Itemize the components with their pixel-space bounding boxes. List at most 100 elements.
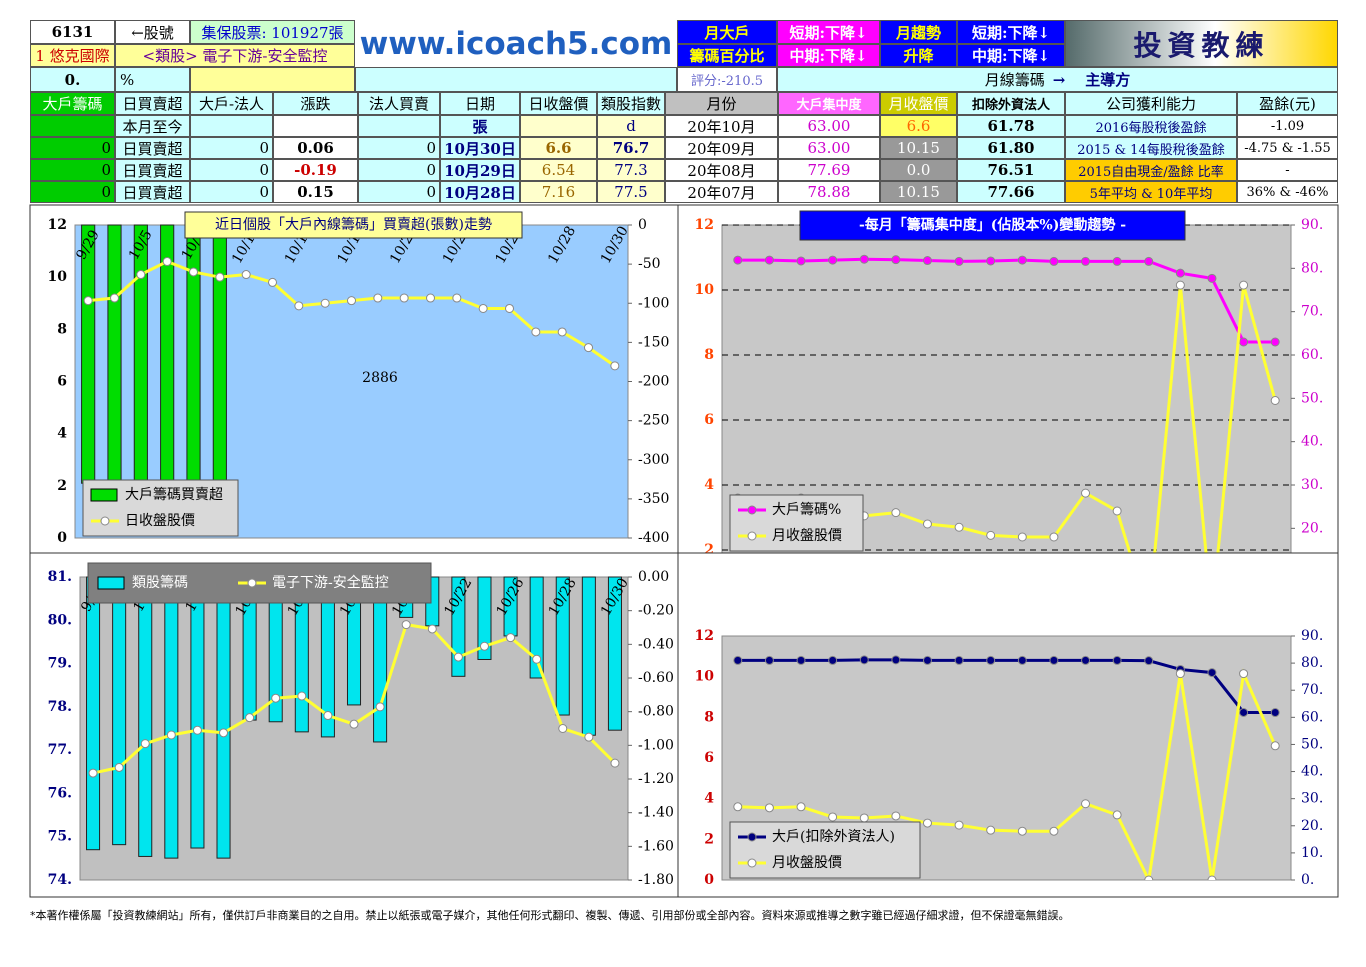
y2-tick-label: -1.00 [638,737,674,753]
y2-tick-label: -0.40 [638,636,674,652]
y2-tick-label: 80. [1301,655,1323,671]
point [828,655,838,665]
big-holder: 月大戶 [677,20,777,44]
point [891,655,901,665]
legend-swatch [747,531,757,541]
point [453,652,463,662]
point [271,693,281,703]
y-tick-label: 0 [57,530,67,546]
y2-tick-label: 90. [1301,628,1323,644]
table-cell: 78.88 [778,181,880,203]
point [1144,656,1154,666]
point [1270,708,1280,718]
legend-label: 電子下游-安全監控 [272,574,389,591]
table-cell: 0 [358,137,440,159]
y2-tick-label: -1.40 [638,805,674,821]
table-cell: 0 [190,181,273,203]
point [764,655,774,665]
y2-tick-label: -350 [638,491,669,507]
point [891,508,901,518]
y2-tick-label: 60. [1301,709,1323,725]
point [1017,655,1027,665]
y2-tick-label: 60. [1301,347,1323,363]
point [241,270,251,280]
line [737,658,1276,715]
table-cell [520,115,597,137]
bar [107,224,122,484]
point [1270,337,1280,347]
table-cell: 0 [30,137,115,159]
footer: *本著作權係屬「投資教練網站」所有，僅供訂戶非商業目的之自用。禁止以紙張或電子媒… [30,909,1070,922]
table-cell: 月份 [665,92,778,115]
table-cell: 77.66 [957,181,1065,203]
point [1239,280,1249,290]
table-cell [30,115,115,137]
point [584,732,594,742]
legend-swatch [247,578,257,588]
shares: 集保股票: 101927張 [190,20,355,44]
table-cell: 0 [358,159,440,181]
y2-tick-label: -1.20 [638,771,674,787]
y-tick-label: 79. [48,656,72,672]
bar [81,224,96,484]
point [610,361,620,371]
pct: 0. [30,67,115,92]
y2-tick-label: -100 [638,295,669,311]
point [796,802,806,812]
point [922,519,932,529]
y2-tick-label: -1.80 [638,872,674,888]
table-cell: d [597,115,665,137]
arrow: → [1052,70,1066,89]
point [986,256,996,266]
table-cell: 0 [190,137,273,159]
table-cell: 大戶集中度 [778,92,880,115]
point [297,691,307,701]
y-tick-label: 4 [57,426,67,442]
plot [733,655,1280,880]
point [110,293,119,303]
table-cell: 0 [190,159,273,181]
y2-tick-label: 0.00 [638,569,669,585]
table-cell: - [1237,159,1338,181]
y2-tick-label: -0.60 [638,670,674,686]
table-cell: 日期 [440,92,520,115]
plot [86,576,622,859]
table-cell: 0.0 [880,159,957,181]
table-cell: 20年07月 [665,181,778,203]
y-tick-label: 10 [695,282,715,298]
point [796,256,806,266]
point [733,655,743,665]
y2-tick-label: 10. [1301,845,1323,861]
table-cell: 77.3 [597,159,665,181]
table-cell: 扣除外資法人 [957,92,1065,115]
table-cell: 盈餘(元) [1237,92,1338,115]
legend-label: 大戶籌碼% [772,502,841,518]
table-cell: 76.7 [597,137,665,159]
point [1270,396,1280,405]
table-cell: 月收盤價 [880,92,957,115]
y-tick-label: 8 [57,321,67,337]
point [505,303,514,313]
point [1017,826,1027,836]
y2-tick-label: 70. [1301,304,1323,320]
point [323,711,333,721]
y-tick-label: 75. [48,829,72,845]
table-cell: 10月28日 [440,181,520,203]
y2-tick-label: 40. [1301,764,1323,780]
table-cell: 日買賣超 [115,137,190,159]
y-tick-label: 4 [704,791,714,807]
table-cell: 0 [358,181,440,203]
legend-label: 大戶(扣除外資法人) [772,829,895,845]
legend-label: 月收盤股價 [772,854,842,871]
legend-swatch [747,832,757,842]
point [954,256,964,266]
table-cell: 0 [30,181,115,203]
point [1270,741,1280,751]
table-cell: 76.51 [957,159,1065,181]
point [733,802,743,812]
y2-tick-label: -250 [638,413,669,429]
point [479,641,489,651]
point [1112,810,1122,820]
